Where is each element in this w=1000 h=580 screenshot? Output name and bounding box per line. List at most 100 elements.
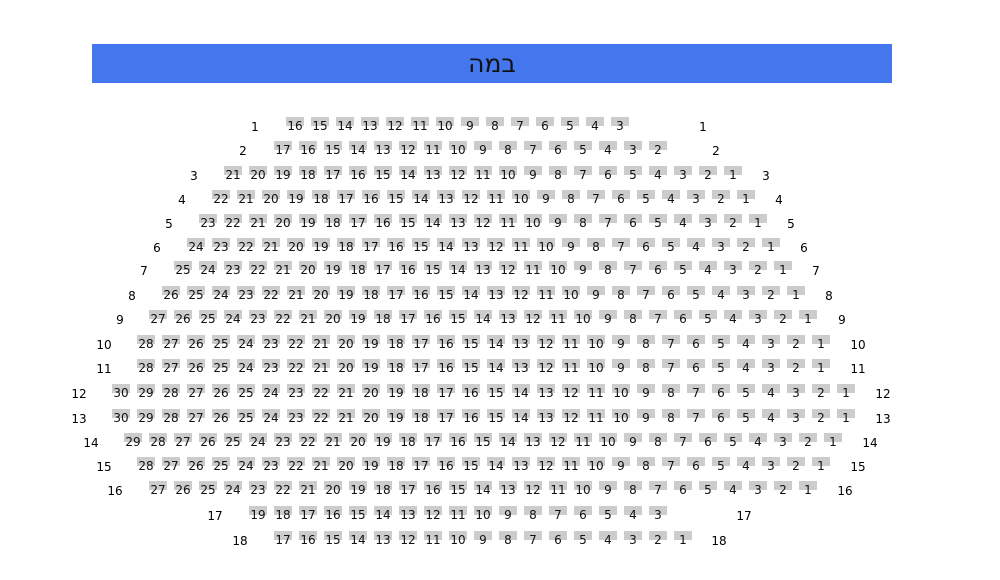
seat[interactable]: 26 [212,384,230,404]
seat[interactable]: 20 [249,166,267,186]
seat[interactable]: 20 [287,238,305,258]
seat[interactable]: 17 [337,190,355,210]
seat[interactable]: 4 [699,261,717,281]
seat[interactable]: 14 [462,286,480,306]
seat[interactable]: 13 [361,117,379,137]
seat[interactable]: 1 [724,166,742,186]
seat[interactable]: 9 [474,531,492,551]
seat[interactable]: 2 [799,433,817,453]
seat[interactable]: 13 [499,310,517,330]
seat[interactable]: 18 [349,261,367,281]
seat[interactable]: 7 [524,531,542,551]
seat[interactable]: 2 [699,166,717,186]
seat[interactable]: 11 [574,433,592,453]
seat[interactable]: 5 [699,310,717,330]
seat[interactable]: 8 [499,141,517,161]
seat[interactable]: 12 [537,335,555,355]
seat[interactable]: 14 [487,457,505,477]
seat[interactable]: 5 [699,481,717,501]
seat[interactable]: 19 [299,214,317,234]
seat[interactable]: 2 [649,141,667,161]
seat[interactable]: 1 [837,409,855,429]
seat[interactable]: 26 [187,335,205,355]
seat[interactable]: 1 [812,359,830,379]
seat[interactable]: 19 [337,286,355,306]
seat[interactable]: 23 [274,433,292,453]
seat[interactable]: 17 [399,310,417,330]
seat[interactable]: 16 [387,238,405,258]
seat[interactable]: 14 [437,238,455,258]
seat[interactable]: 16 [299,531,317,551]
seat[interactable]: 15 [462,359,480,379]
seat[interactable]: 7 [674,433,692,453]
seat[interactable]: 7 [599,214,617,234]
seat[interactable]: 10 [537,238,555,258]
seat[interactable]: 18 [387,335,405,355]
seat[interactable]: 10 [549,261,567,281]
seat[interactable]: 20 [349,433,367,453]
seat[interactable]: 13 [487,286,505,306]
seat[interactable]: 2 [724,214,742,234]
seat[interactable]: 15 [462,457,480,477]
seat[interactable]: 16 [299,141,317,161]
seat[interactable]: 11 [424,141,442,161]
seat[interactable]: 15 [449,481,467,501]
seat[interactable]: 20 [324,481,342,501]
seat[interactable]: 27 [162,335,180,355]
seat[interactable]: 10 [587,359,605,379]
seat[interactable]: 8 [486,117,504,137]
seat[interactable]: 14 [512,409,530,429]
seat[interactable]: 9 [549,214,567,234]
seat[interactable]: 10 [587,457,605,477]
seat[interactable]: 25 [174,261,192,281]
seat[interactable]: 5 [599,506,617,526]
seat[interactable]: 14 [487,359,505,379]
seat[interactable]: 12 [562,384,580,404]
seat[interactable]: 15 [449,310,467,330]
seat[interactable]: 13 [512,457,530,477]
seat[interactable]: 24 [237,335,255,355]
seat[interactable]: 26 [174,481,192,501]
seat[interactable]: 17 [349,214,367,234]
seat[interactable]: 6 [599,166,617,186]
seat[interactable]: 10 [599,433,617,453]
seat[interactable]: 21 [312,457,330,477]
seat[interactable]: 3 [712,238,730,258]
seat[interactable]: 15 [324,531,342,551]
seat[interactable]: 6 [674,310,692,330]
seat[interactable]: 9 [637,384,655,404]
seat[interactable]: 8 [587,238,605,258]
seat[interactable]: 11 [512,238,530,258]
seat[interactable]: 9 [474,141,492,161]
seat[interactable]: 10 [562,286,580,306]
seat[interactable]: 8 [524,506,542,526]
seat[interactable]: 21 [237,190,255,210]
seat[interactable]: 23 [262,359,280,379]
seat[interactable]: 23 [249,310,267,330]
seat[interactable]: 15 [462,335,480,355]
seat[interactable]: 21 [337,409,355,429]
seat[interactable]: 8 [649,433,667,453]
seat[interactable]: 8 [562,190,580,210]
seat[interactable]: 10 [612,384,630,404]
seat[interactable]: 7 [612,238,630,258]
seat[interactable]: 19 [362,335,380,355]
seat[interactable]: 12 [537,359,555,379]
seat[interactable]: 6 [687,335,705,355]
seat[interactable]: 9 [587,286,605,306]
seat[interactable]: 23 [199,214,217,234]
seat[interactable]: 11 [587,409,605,429]
seat[interactable]: 17 [324,166,342,186]
seat[interactable]: 6 [674,481,692,501]
seat[interactable]: 16 [424,481,442,501]
seat[interactable]: 28 [149,433,167,453]
seat[interactable]: 26 [212,409,230,429]
seat[interactable]: 13 [537,384,555,404]
seat[interactable]: 7 [587,190,605,210]
seat[interactable]: 19 [362,359,380,379]
seat[interactable]: 12 [474,214,492,234]
seat[interactable]: 6 [712,409,730,429]
seat[interactable]: 22 [299,433,317,453]
seat[interactable]: 24 [237,457,255,477]
seat[interactable]: 16 [424,310,442,330]
